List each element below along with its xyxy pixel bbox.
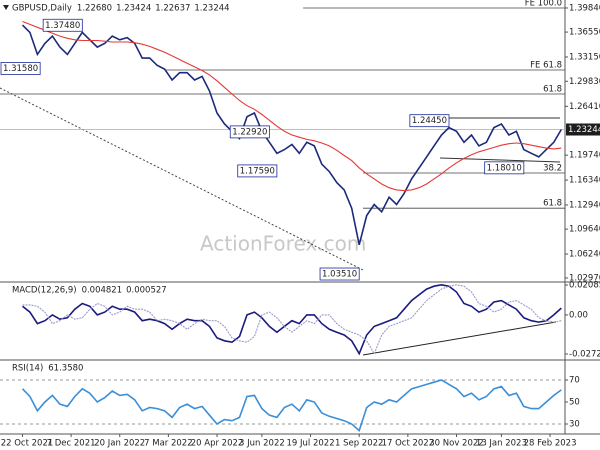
y-tick-label: 1.12940 bbox=[569, 200, 600, 210]
y-tick-label: 1.36550 bbox=[569, 28, 600, 38]
y-tick-label: 1.26410 bbox=[569, 102, 600, 112]
x-tick-label: 7 Mar 2022 bbox=[144, 439, 192, 449]
header-value: 1.22680 bbox=[77, 4, 112, 14]
x-tick-label: 22 Oct 2021 bbox=[1, 439, 54, 449]
x-tick-label: 3 Jun 2022 bbox=[239, 439, 285, 449]
annotation-box bbox=[237, 164, 278, 178]
fib-label: 61.8 bbox=[543, 199, 562, 209]
x-tick-label: 20 Jan 2022 bbox=[94, 439, 145, 449]
annotation: 1.24450 bbox=[409, 114, 450, 128]
y-tick-label: 1.16340 bbox=[569, 176, 600, 186]
annotation-box bbox=[409, 114, 450, 128]
annotation-box bbox=[42, 18, 83, 32]
y-tick-label: 0.00 bbox=[569, 310, 588, 320]
panel-title: RSI(14) bbox=[12, 364, 43, 374]
header-value: 1.22637 bbox=[155, 4, 190, 14]
channel-line bbox=[439, 157, 561, 163]
series-line bbox=[21, 379, 562, 433]
fib-label: 61.8 bbox=[543, 85, 562, 95]
fib-label: 38.2 bbox=[543, 164, 562, 174]
x-tick-label: 20 Apr 2022 bbox=[191, 439, 244, 449]
annotation-label: 1.24450 bbox=[412, 116, 447, 126]
panel-title: MACD(12,26,9) bbox=[12, 286, 77, 296]
x-tick-label: 17 Oct 2022 bbox=[382, 439, 435, 449]
y-tick-label: 1.33150 bbox=[569, 52, 600, 62]
fib-label: FE 61.8 bbox=[530, 61, 562, 71]
y-tick-label: 1.02970 bbox=[569, 273, 600, 283]
x-tick-label: 19 Jul 2022 bbox=[287, 439, 335, 449]
annotation: 1.37480 bbox=[42, 18, 83, 32]
annotation: 1.22920 bbox=[229, 125, 270, 139]
y-tick-label: -0.027213 bbox=[569, 350, 600, 360]
header-value: 61.3580 bbox=[48, 364, 83, 374]
y-tick-label: 50 bbox=[569, 398, 580, 408]
x-tick-label: 28 Feb 2023 bbox=[524, 439, 577, 449]
annotation-box bbox=[484, 161, 525, 175]
x-tick-label: 30 Nov 2022 bbox=[429, 439, 483, 449]
header-value: 0.004821 bbox=[82, 286, 123, 296]
annotation: 1.17590 bbox=[237, 164, 278, 178]
y-tick-label: 30 bbox=[569, 419, 580, 429]
header-value: 1.23244 bbox=[194, 4, 229, 14]
annotation-box bbox=[0, 62, 41, 75]
annotation-label: 1.22920 bbox=[232, 127, 267, 137]
annotation-label: 1.03510 bbox=[322, 270, 357, 280]
series-line bbox=[22, 20, 562, 192]
last-price-box bbox=[566, 123, 600, 136]
y-tick-label: 1.39840 bbox=[569, 3, 600, 13]
annotation-label: 1.18010 bbox=[487, 163, 522, 173]
macd-trend-line bbox=[362, 321, 557, 356]
x-tick-label: 7 Dec 2021 bbox=[47, 439, 96, 449]
y-tick-label: 1.19740 bbox=[569, 151, 600, 161]
annotation: 1.03510 bbox=[319, 267, 360, 281]
x-tick-label: 13 Jan 2023 bbox=[476, 439, 527, 449]
series-line bbox=[22, 283, 562, 356]
annotation-label: 1.37480 bbox=[45, 21, 80, 31]
header-value: 0.000527 bbox=[126, 286, 167, 296]
fib-label: FE 100.0 bbox=[525, 0, 562, 8]
x-tick-label: 1 Sep 2022 bbox=[335, 439, 383, 449]
last-price-label: 1.23244 bbox=[568, 125, 600, 135]
header-icon bbox=[3, 5, 9, 10]
series-line bbox=[22, 284, 562, 355]
annotation-label: 1.17590 bbox=[240, 166, 275, 176]
y-tick-label: 1.29830 bbox=[569, 77, 600, 87]
annotation-box bbox=[319, 267, 360, 281]
y-tick-label: 70 bbox=[569, 376, 580, 386]
header-value: 1.23424 bbox=[116, 4, 151, 14]
annotation: 1.18010 bbox=[484, 161, 525, 175]
series-line bbox=[21, 24, 562, 245]
annotation-box bbox=[229, 125, 270, 139]
annotation: 1.31580 bbox=[0, 62, 41, 75]
panel-title: GBPUSD,Daily bbox=[12, 4, 72, 14]
watermark: ActionForex.com bbox=[200, 232, 366, 256]
y-tick-label: 1.06240 bbox=[569, 250, 600, 260]
y-tick-label: 1.09640 bbox=[569, 225, 600, 235]
annotation-label: 1.31580 bbox=[3, 64, 38, 74]
y-tick-label: 0.020858 bbox=[569, 281, 600, 291]
